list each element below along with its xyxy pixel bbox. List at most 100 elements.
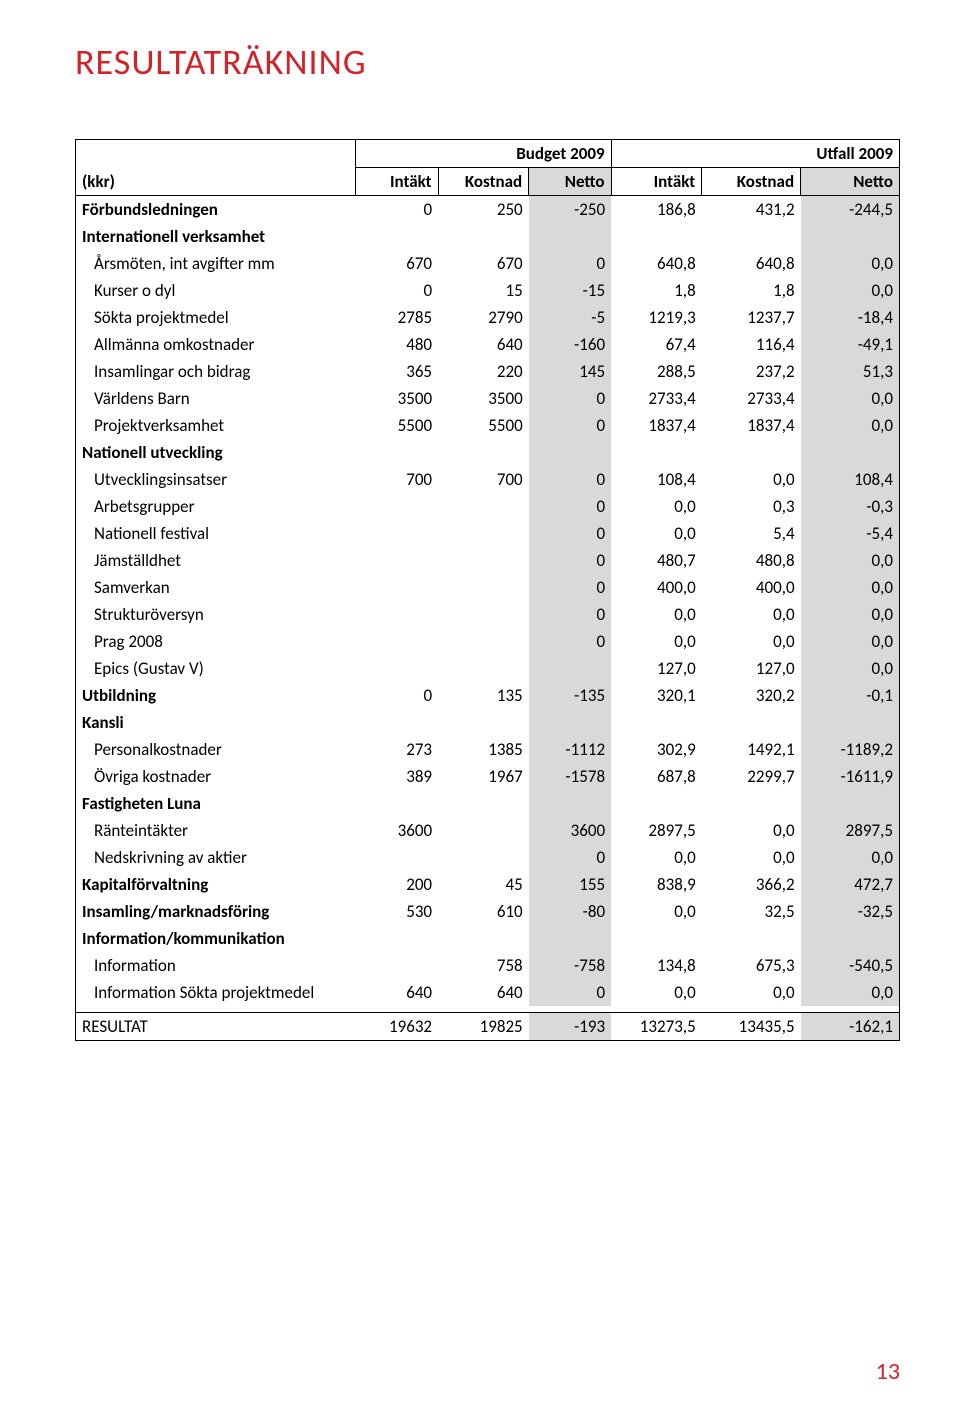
cell: -80 (529, 898, 611, 925)
cell (438, 223, 529, 250)
cell: 5,4 (702, 520, 801, 547)
cell: 480,8 (702, 547, 801, 574)
cell: 400,0 (611, 574, 702, 601)
cell: -250 (529, 196, 611, 224)
cell: 366,2 (702, 871, 801, 898)
row-label: Kapitalförvaltning (76, 871, 356, 898)
cell (702, 790, 801, 817)
group-header-utfall: Utfall 2009 (611, 140, 899, 168)
table-row: Utvecklingsinsatser7007000108,40,0108,4 (76, 466, 900, 493)
row-label: Information Sökta projektmedel (76, 979, 356, 1006)
row-label: Allmänna omkostnader (76, 331, 356, 358)
cell: 320,1 (611, 682, 702, 709)
cell: 0,0 (801, 655, 900, 682)
cell: 0,0 (801, 385, 900, 412)
col-netto-1: Netto (529, 168, 611, 196)
cell: 687,8 (611, 763, 702, 790)
cell (611, 709, 702, 736)
cell: 0,0 (611, 979, 702, 1006)
column-header-row: (kkr) Intäkt Kostnad Netto Intäkt Kostna… (76, 168, 900, 196)
cell: -1611,9 (801, 763, 900, 790)
col-intakt-2: Intäkt (611, 168, 702, 196)
col-netto-2: Netto (801, 168, 900, 196)
cell: 670 (438, 250, 529, 277)
cell: -244,5 (801, 196, 900, 224)
cell: -32,5 (801, 898, 900, 925)
cell (356, 952, 438, 979)
row-label: Kurser o dyl (76, 277, 356, 304)
row-label: Information/kommunikation (76, 925, 356, 952)
row-label: Fastigheten Luna (76, 790, 356, 817)
cell: 0 (529, 574, 611, 601)
cell (356, 790, 438, 817)
cell (356, 493, 438, 520)
cell: 0,0 (801, 250, 900, 277)
cell: -135 (529, 682, 611, 709)
cell: -540,5 (801, 952, 900, 979)
cell: 15 (438, 277, 529, 304)
cell: 2897,5 (611, 817, 702, 844)
cell (611, 439, 702, 466)
cell (438, 601, 529, 628)
cell: -49,1 (801, 331, 900, 358)
cell (702, 709, 801, 736)
result-c3: 13273,5 (611, 1013, 702, 1041)
cell: -18,4 (801, 304, 900, 331)
cell: 640 (438, 331, 529, 358)
cell: 0 (529, 385, 611, 412)
cell (356, 628, 438, 655)
cell: 0 (529, 250, 611, 277)
row-label: Internationell verksamhet (76, 223, 356, 250)
cell (438, 709, 529, 736)
cell: 0,0 (801, 979, 900, 1006)
col-kostnad-2: Kostnad (702, 168, 801, 196)
cell: 0 (529, 493, 611, 520)
cell: 0,0 (801, 601, 900, 628)
cell (529, 439, 611, 466)
row-label: Projektverksamhet (76, 412, 356, 439)
cell (529, 223, 611, 250)
cell: 3600 (356, 817, 438, 844)
cell: 108,4 (801, 466, 900, 493)
cell: 288,5 (611, 358, 702, 385)
table-row: Årsmöten, int avgifter mm6706700640,8640… (76, 250, 900, 277)
cell (356, 223, 438, 250)
table-row: Information Sökta projektmedel64064000,0… (76, 979, 900, 1006)
cell: 5500 (438, 412, 529, 439)
row-label: Sökta projektmedel (76, 304, 356, 331)
table-row: Insamling/marknadsföring530610-800,032,5… (76, 898, 900, 925)
cell: -5 (529, 304, 611, 331)
cell: 2733,4 (702, 385, 801, 412)
table-row: Sökta projektmedel27852790-51219,31237,7… (76, 304, 900, 331)
table-row: Världens Barn3500350002733,42733,40,0 (76, 385, 900, 412)
result-c1: 19825 (438, 1013, 529, 1041)
row-label: Arbetsgrupper (76, 493, 356, 520)
cell: 1837,4 (702, 412, 801, 439)
page-title: RESULTATRÄKNING (75, 40, 900, 84)
cell (801, 223, 900, 250)
row-label: Insamling/marknadsföring (76, 898, 356, 925)
cell: 0 (356, 277, 438, 304)
cell: 0,0 (702, 601, 801, 628)
cell: -160 (529, 331, 611, 358)
cell (529, 790, 611, 817)
cell (356, 520, 438, 547)
table-row: Kurser o dyl015-151,81,80,0 (76, 277, 900, 304)
group-header-budget: Budget 2009 (356, 140, 611, 168)
cell (438, 493, 529, 520)
cell: 200 (356, 871, 438, 898)
row-label: Övriga kostnader (76, 763, 356, 790)
cell: 640 (356, 979, 438, 1006)
cell: 32,5 (702, 898, 801, 925)
table-row: Information/kommunikation (76, 925, 900, 952)
table-row: Övriga kostnader3891967-1578687,82299,7-… (76, 763, 900, 790)
cell (438, 574, 529, 601)
cell: 1385 (438, 736, 529, 763)
cell: -0,3 (801, 493, 900, 520)
cell: 0 (356, 682, 438, 709)
table-row: Fastigheten Luna (76, 790, 900, 817)
cell: 2785 (356, 304, 438, 331)
result-label: RESULTAT (76, 1013, 356, 1041)
table-row: Förbundsledningen0250-250186,8431,2-244,… (76, 196, 900, 224)
table-row: Ränteintäkter360036002897,50,02897,5 (76, 817, 900, 844)
